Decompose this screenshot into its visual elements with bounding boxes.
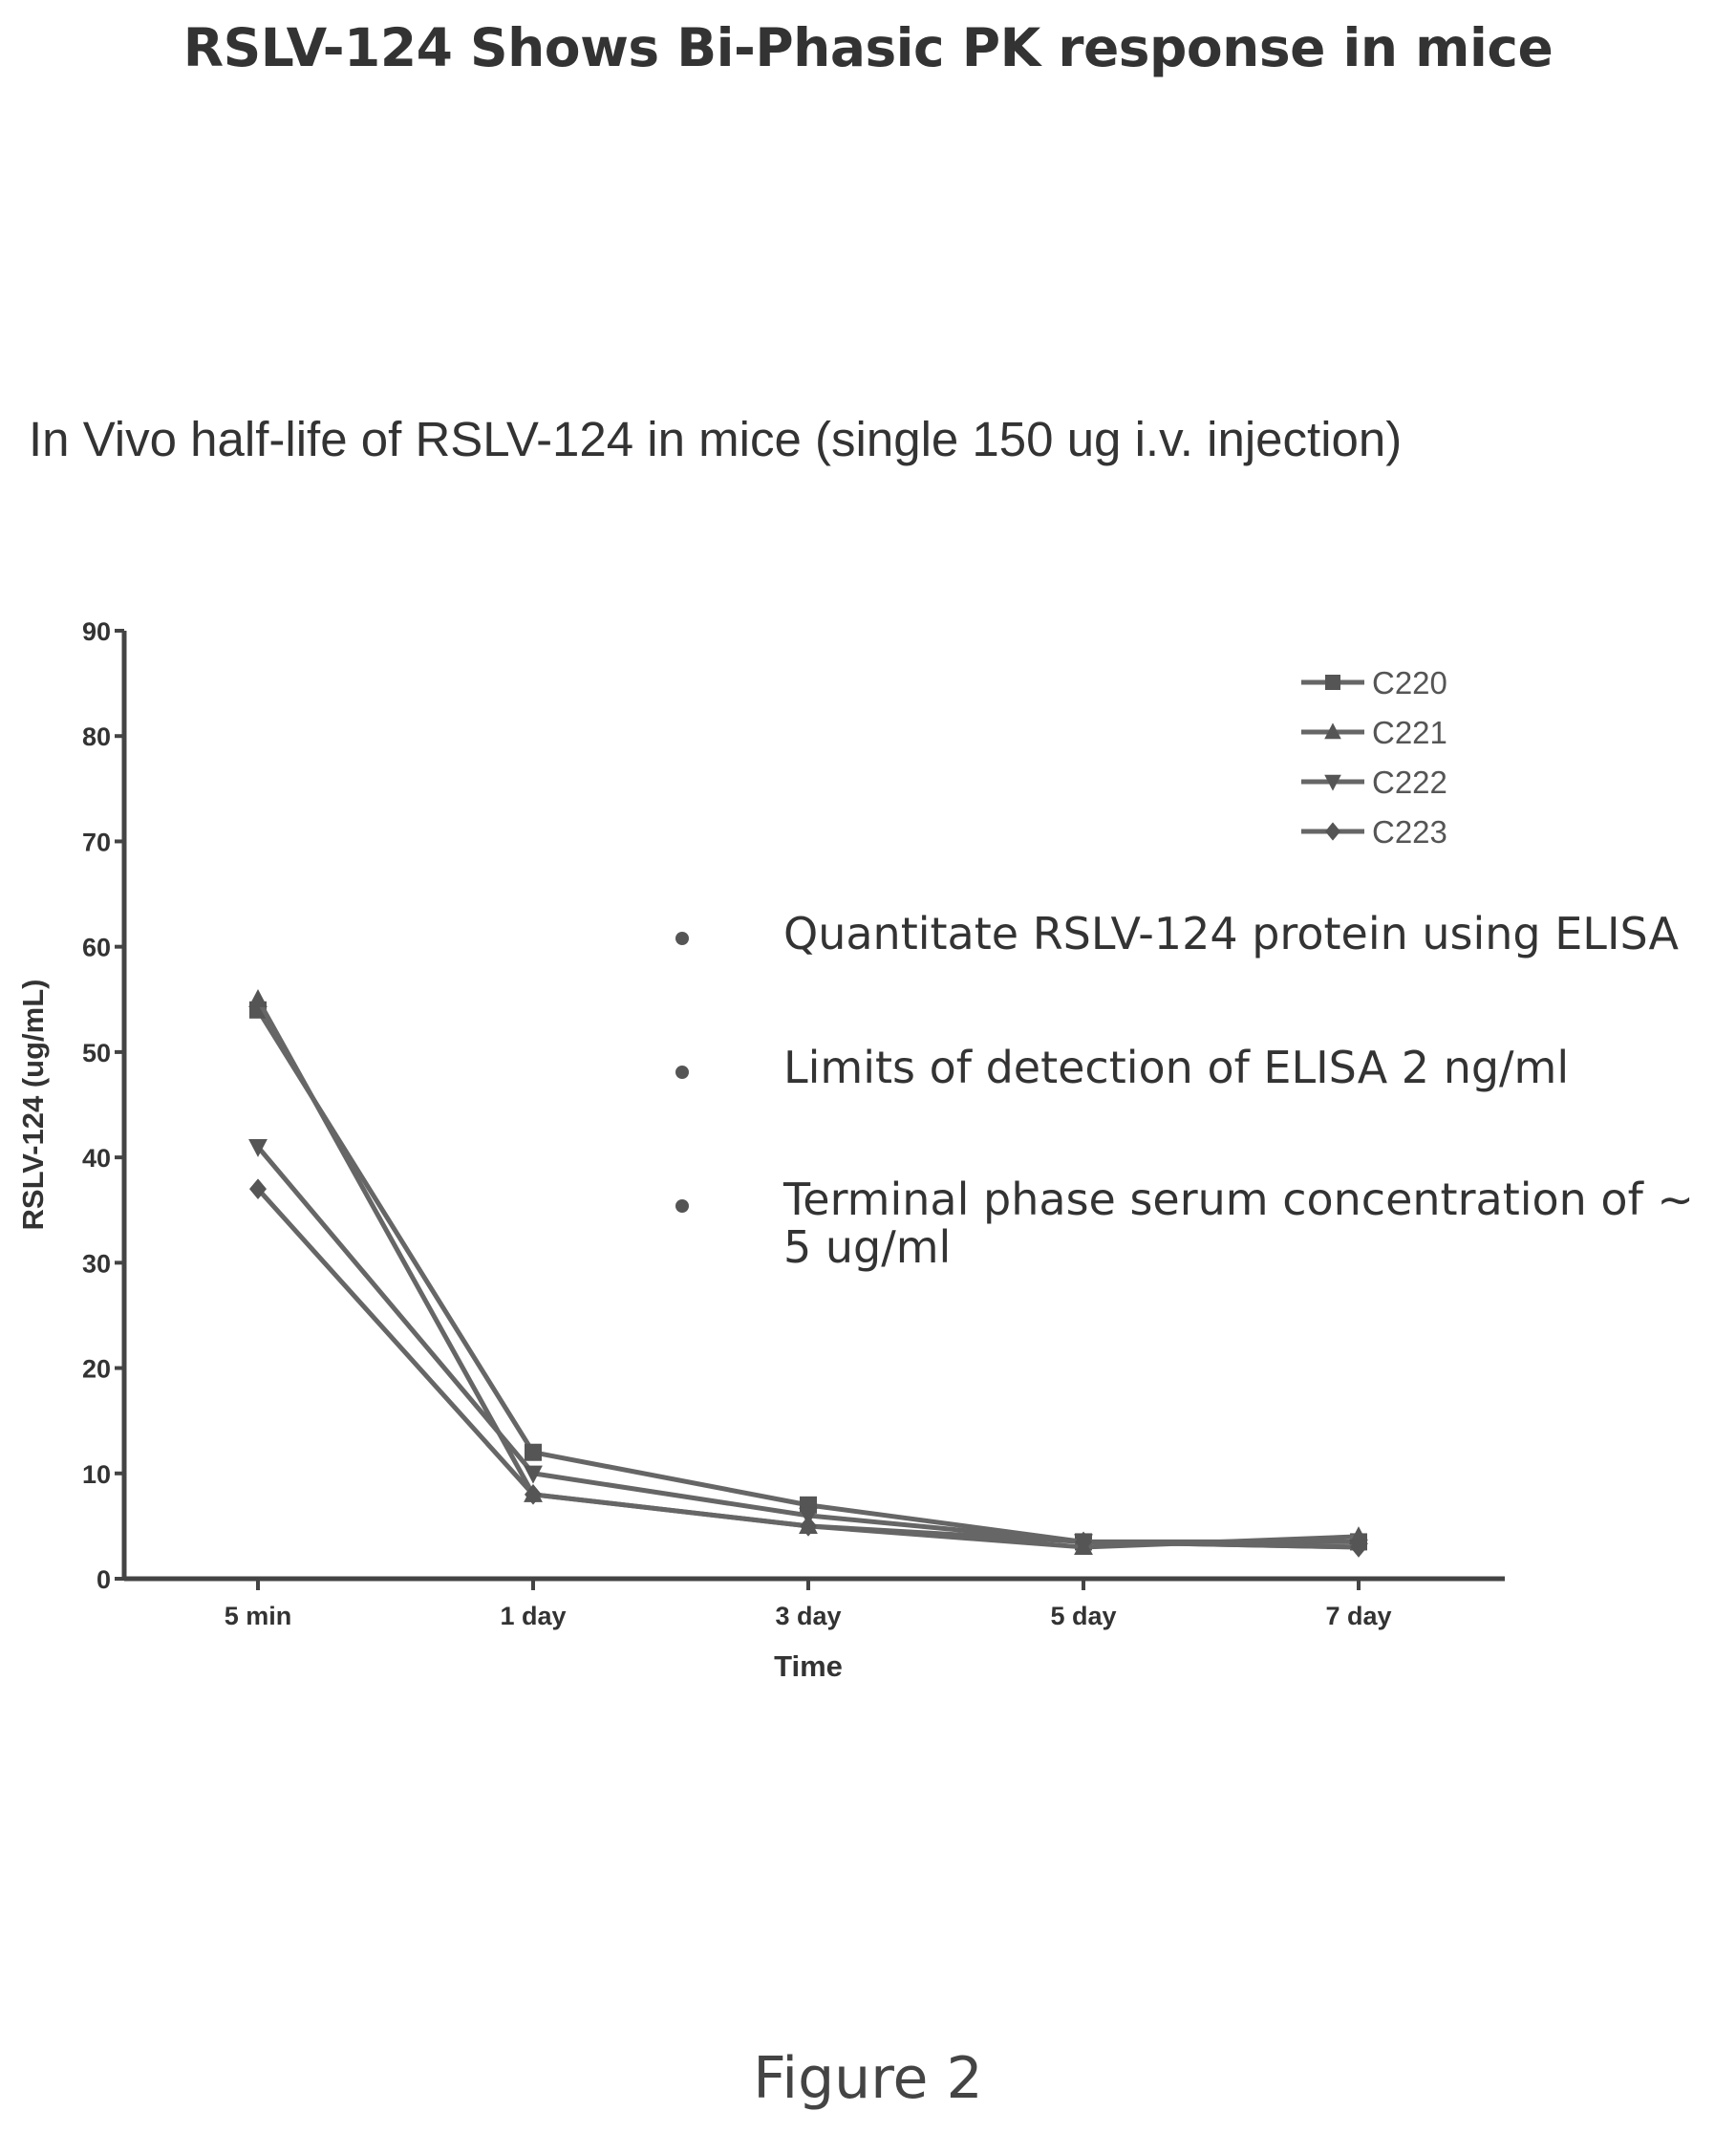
y-tick-label: 30: [82, 1249, 111, 1278]
data-point-diamond: [525, 1484, 542, 1505]
legend-item-c220: C220: [1301, 665, 1447, 700]
bullet-icon: [675, 1066, 689, 1079]
y-tick-label: 10: [82, 1460, 111, 1489]
chart-legend: C220 C221 C222 C223: [1301, 665, 1447, 850]
data-point-triangle-up: [248, 988, 268, 1007]
legend-label: C222: [1372, 765, 1447, 800]
figure-caption: Figure 2: [753, 2045, 983, 2112]
chart-axes: 0 10 20 30 40 50 60 70 80 90 5 min 1 day 3 day 5 day 7…: [82, 617, 1505, 1630]
chart-subtitle: In Vivo half-life of RSLV-124 in mice (s…: [29, 412, 1403, 466]
data-point-triangle-up: [1324, 722, 1341, 740]
y-axis-title: RSLV-124 (ug/mL): [16, 980, 50, 1231]
y-tick-label: 0: [96, 1565, 111, 1594]
y-tick-label: 50: [82, 1039, 111, 1067]
legend-label: C223: [1372, 814, 1447, 850]
bullet-icon: [675, 1199, 689, 1213]
x-tick-label: 1 day: [500, 1602, 566, 1630]
data-point-diamond: [249, 1178, 267, 1199]
data-point-diamond: [1350, 1537, 1367, 1558]
data-point-triangle-down: [524, 1465, 543, 1484]
page-title: RSLV-124 Shows Bi-Phasic PK response in …: [182, 17, 1554, 78]
x-tick-label: 5 min: [225, 1602, 292, 1630]
data-point-diamond: [1325, 822, 1340, 841]
note-terminal-phase: Terminal phase serum concentration of ~ …: [783, 1174, 1694, 1273]
series-c223: [249, 1178, 1367, 1558]
x-axis-title: Time: [774, 1649, 843, 1683]
data-point-triangle-down: [1324, 774, 1341, 791]
bullet-icon: [675, 932, 689, 945]
data-point-diamond: [1075, 1531, 1092, 1553]
pk-line-chart: 0 10 20 30 40 50 60 70 80 90 5 min 1 day 3 day 5 day 7…: [16, 617, 1505, 1683]
y-tick-label: 60: [82, 934, 111, 962]
y-tick-label: 40: [82, 1144, 111, 1173]
data-point-square: [1325, 675, 1340, 690]
data-point-square: [525, 1443, 542, 1461]
y-tick-label: 90: [82, 617, 111, 646]
x-tick-label: 7 day: [1325, 1602, 1391, 1630]
legend-label: C220: [1372, 665, 1447, 700]
x-tick-label: 3 day: [775, 1602, 841, 1630]
x-tick-label: 5 day: [1050, 1602, 1116, 1630]
y-tick-label: 70: [82, 828, 111, 856]
legend-label: C221: [1372, 715, 1447, 750]
y-tick-label: 80: [82, 722, 111, 751]
data-point-triangle-down: [248, 1138, 268, 1157]
note-detection-limit: Limits of detection of ELISA 2 ng/ml: [783, 1042, 1570, 1093]
legend-item-c223: C223: [1301, 814, 1447, 850]
chart-series: [248, 988, 1368, 1558]
legend-item-c221: C221: [1301, 715, 1447, 750]
data-point-diamond: [800, 1516, 817, 1537]
y-tick-label: 20: [82, 1355, 111, 1384]
legend-item-c222: C222: [1301, 765, 1447, 800]
note-elisa-method: Quantitate RSLV-124 protein using ELISA: [783, 908, 1680, 959]
